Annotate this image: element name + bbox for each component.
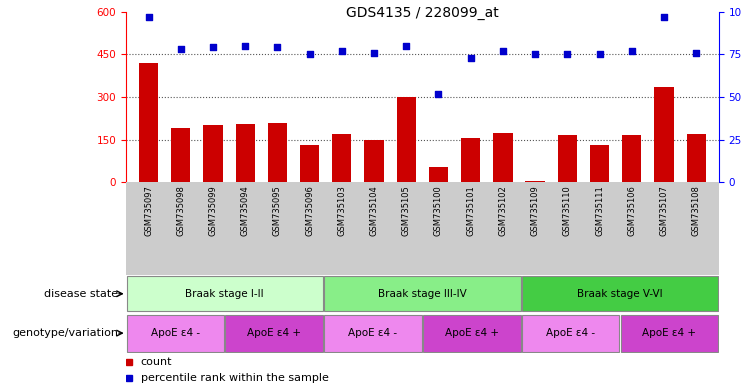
Bar (622, 136, 642, 182)
Point (594, 51, 605, 57)
Text: ApoE ε4 +: ApoE ε4 + (247, 328, 301, 338)
Text: GSM735104: GSM735104 (370, 185, 379, 236)
Point (691, 50, 702, 56)
Text: GSM735108: GSM735108 (691, 185, 701, 236)
Text: GSM735094: GSM735094 (241, 185, 250, 236)
Point (175, 46, 187, 52)
FancyBboxPatch shape (325, 314, 422, 352)
FancyBboxPatch shape (127, 314, 224, 352)
Point (271, 44, 283, 50)
Bar (332, 134, 351, 182)
FancyBboxPatch shape (423, 314, 520, 352)
FancyBboxPatch shape (127, 276, 323, 311)
Text: GDS4135 / 228099_at: GDS4135 / 228099_at (346, 6, 499, 20)
FancyBboxPatch shape (325, 276, 520, 311)
Text: GSM735109: GSM735109 (531, 185, 539, 236)
Bar (171, 128, 190, 182)
Text: GSM735105: GSM735105 (402, 185, 411, 236)
Point (304, 51, 316, 57)
Text: disease state: disease state (44, 289, 119, 299)
Text: GSM735103: GSM735103 (337, 185, 346, 236)
Bar (525, 181, 545, 182)
Text: ApoE ε4 +: ApoE ε4 + (445, 328, 499, 338)
Point (497, 48, 509, 54)
Point (626, 48, 638, 54)
Text: GSM735097: GSM735097 (144, 185, 153, 236)
Text: GSM735106: GSM735106 (628, 185, 637, 236)
FancyBboxPatch shape (621, 314, 718, 352)
Text: GSM735099: GSM735099 (208, 185, 217, 236)
Point (433, 91, 445, 97)
FancyBboxPatch shape (522, 276, 718, 311)
Bar (558, 136, 577, 182)
Bar (494, 132, 513, 182)
Text: GSM735098: GSM735098 (176, 185, 185, 236)
FancyBboxPatch shape (225, 314, 323, 352)
Text: GSM735110: GSM735110 (563, 185, 572, 236)
Text: ApoE ε4 -: ApoE ε4 - (546, 328, 595, 338)
Point (239, 43, 251, 49)
Point (207, 44, 219, 50)
Text: Braak stage V-VI: Braak stage V-VI (577, 289, 662, 299)
Text: GSM735101: GSM735101 (466, 185, 475, 236)
Bar (429, 167, 448, 182)
Point (658, 13, 670, 20)
Text: GSM735102: GSM735102 (499, 185, 508, 236)
Bar (590, 146, 609, 182)
Bar (365, 140, 384, 182)
Bar (687, 134, 706, 182)
Point (336, 48, 348, 54)
Text: genotype/variation: genotype/variation (13, 328, 119, 338)
Bar (654, 87, 674, 182)
FancyBboxPatch shape (522, 314, 619, 352)
Point (142, 13, 154, 20)
Point (562, 51, 574, 57)
Bar (236, 124, 255, 182)
Text: GSM735100: GSM735100 (434, 185, 443, 236)
Bar (300, 146, 319, 182)
Text: GSM735095: GSM735095 (273, 185, 282, 236)
Text: GSM735096: GSM735096 (305, 185, 314, 236)
Point (368, 50, 380, 56)
Text: ApoE ε4 -: ApoE ε4 - (151, 328, 200, 338)
Point (529, 51, 541, 57)
Bar (268, 122, 287, 182)
Bar (461, 138, 480, 182)
Text: GSM735107: GSM735107 (659, 185, 668, 236)
Text: Braak stage I-II: Braak stage I-II (185, 289, 264, 299)
Bar (203, 126, 222, 182)
Text: ApoE ε4 -: ApoE ε4 - (348, 328, 397, 338)
Point (465, 55, 476, 61)
Text: GSM735111: GSM735111 (595, 185, 604, 236)
Text: count: count (141, 357, 173, 367)
Text: ApoE ε4 +: ApoE ε4 + (642, 328, 697, 338)
Bar (139, 63, 158, 182)
Text: percentile rank within the sample: percentile rank within the sample (141, 374, 329, 384)
Point (400, 43, 412, 49)
Text: Braak stage III-IV: Braak stage III-IV (378, 289, 467, 299)
Bar (396, 97, 416, 182)
